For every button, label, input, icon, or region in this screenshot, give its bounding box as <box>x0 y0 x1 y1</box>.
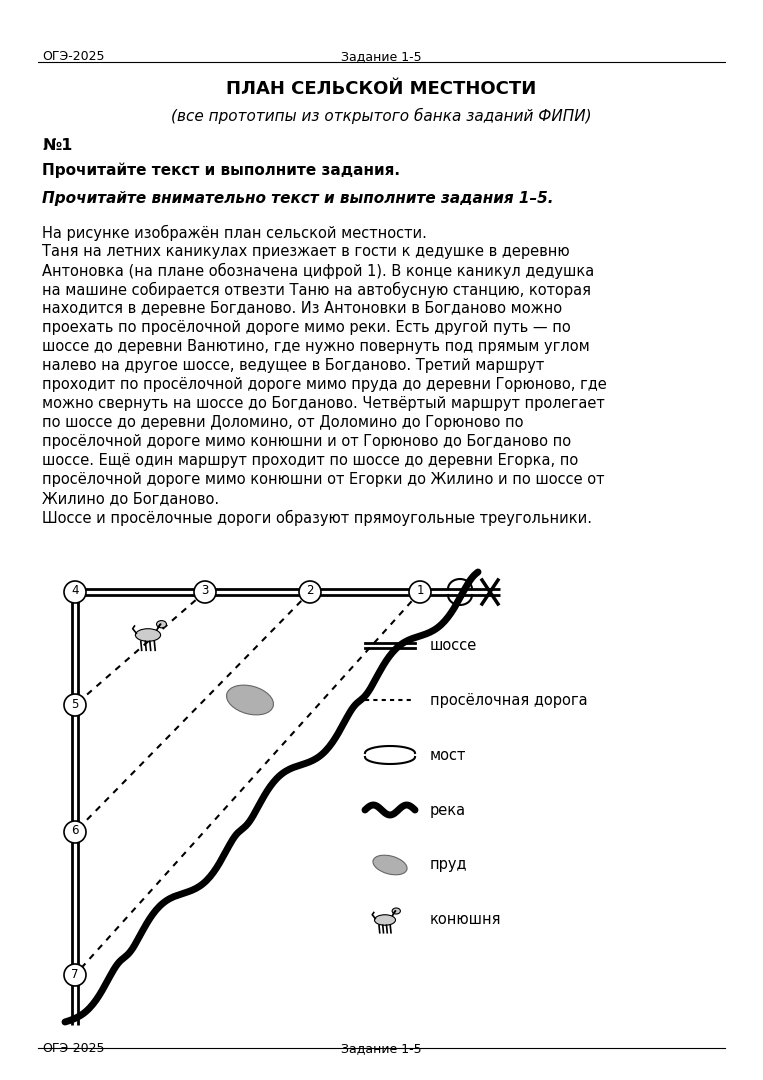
Text: ПЛАН СЕЛЬСКОЙ МЕСТНОСТИ: ПЛАН СЕЛЬСКОЙ МЕСТНОСТИ <box>226 80 536 98</box>
Text: Таня на летних каникулах приезжает в гости к дедушке в деревню: Таня на летних каникулах приезжает в гос… <box>42 244 570 259</box>
Text: 6: 6 <box>71 824 79 837</box>
Text: река: река <box>430 802 466 818</box>
Text: ОГЭ-2025: ОГЭ-2025 <box>42 1042 105 1055</box>
Text: 2: 2 <box>306 584 314 597</box>
Text: Прочитайте внимательно текст и выполните задания 1–5.: Прочитайте внимательно текст и выполните… <box>42 191 553 206</box>
Ellipse shape <box>373 855 407 875</box>
Circle shape <box>64 694 86 716</box>
Text: проходит по просёлочной дороге мимо пруда до деревни Горюново, где: проходит по просёлочной дороге мимо пруд… <box>42 377 607 392</box>
Text: 5: 5 <box>71 698 79 711</box>
Text: шоссе. Ещё один маршрут проходит по шоссе до деревни Егорка, по: шоссе. Ещё один маршрут проходит по шосс… <box>42 453 578 468</box>
Text: 1: 1 <box>417 584 423 597</box>
Text: шоссе до деревни Ванютино, где нужно повернуть под прямым углом: шоссе до деревни Ванютино, где нужно пов… <box>42 339 590 354</box>
Ellipse shape <box>392 908 401 914</box>
Text: налево на другое шоссе, ведущее в Богданово. Третий маршрут: налево на другое шоссе, ведущее в Богдан… <box>42 357 544 373</box>
Text: ОГЭ-2025: ОГЭ-2025 <box>42 50 105 63</box>
Text: На рисунке изображён план сельской местности.: На рисунке изображён план сельской местн… <box>42 225 427 241</box>
Text: просёлочная дорога: просёлочная дорога <box>430 692 588 707</box>
Text: находится в деревне Богданово. Из Антоновки в Богданово можно: находится в деревне Богданово. Из Антоно… <box>42 301 562 316</box>
Text: по шоссе до деревни Доломино, от Доломино до Горюново по: по шоссе до деревни Доломино, от Доломин… <box>42 415 523 430</box>
Ellipse shape <box>156 621 166 627</box>
Text: Задание 1-5: Задание 1-5 <box>341 1042 421 1055</box>
Text: 4: 4 <box>71 584 79 597</box>
Text: мост: мост <box>430 747 466 762</box>
Text: Задание 1-5: Задание 1-5 <box>341 50 421 63</box>
Circle shape <box>194 581 216 603</box>
Circle shape <box>409 581 431 603</box>
Ellipse shape <box>227 685 273 715</box>
Text: №1: №1 <box>42 138 72 153</box>
Text: на машине собирается отвезти Таню на автобусную станцию, которая: на машине собирается отвезти Таню на авт… <box>42 282 591 298</box>
Text: 3: 3 <box>201 584 209 597</box>
Circle shape <box>64 581 86 603</box>
Text: проехать по просёлочной дороге мимо реки. Есть другой путь — по: проехать по просёлочной дороге мимо реки… <box>42 320 571 335</box>
Text: (все прототипы из открытого банка заданий ФИПИ): (все прототипы из открытого банка задани… <box>171 108 591 124</box>
Text: Шоссе и просёлочные дороги образуют прямоугольные треугольники.: Шоссе и просёлочные дороги образуют прям… <box>42 510 592 526</box>
Circle shape <box>64 821 86 843</box>
Text: просёлочной дороге мимо конюшни от Егорки до Жилино и по шоссе от: просёлочной дороге мимо конюшни от Егорк… <box>42 472 604 487</box>
Text: можно свернуть на шоссе до Богданово. Четвёртый маршрут пролегает: можно свернуть на шоссе до Богданово. Че… <box>42 396 605 411</box>
Circle shape <box>64 964 86 986</box>
Text: конюшня: конюшня <box>430 913 501 928</box>
Text: 7: 7 <box>71 968 79 981</box>
Ellipse shape <box>375 915 395 926</box>
Text: Прочитайте текст и выполните задания.: Прочитайте текст и выполните задания. <box>42 163 400 178</box>
Circle shape <box>299 581 321 603</box>
Text: шоссе: шоссе <box>430 637 477 652</box>
Text: пруд: пруд <box>430 858 468 873</box>
Text: просёлочной дороге мимо конюшни и от Горюново до Богданово по: просёлочной дороге мимо конюшни и от Гор… <box>42 434 571 449</box>
Text: Жилино до Богданово.: Жилино до Богданово. <box>42 491 219 507</box>
Ellipse shape <box>135 629 160 642</box>
Text: Антоновка (на плане обозначена цифрой 1). В конце каникул дедушка: Антоновка (на плане обозначена цифрой 1)… <box>42 264 594 279</box>
